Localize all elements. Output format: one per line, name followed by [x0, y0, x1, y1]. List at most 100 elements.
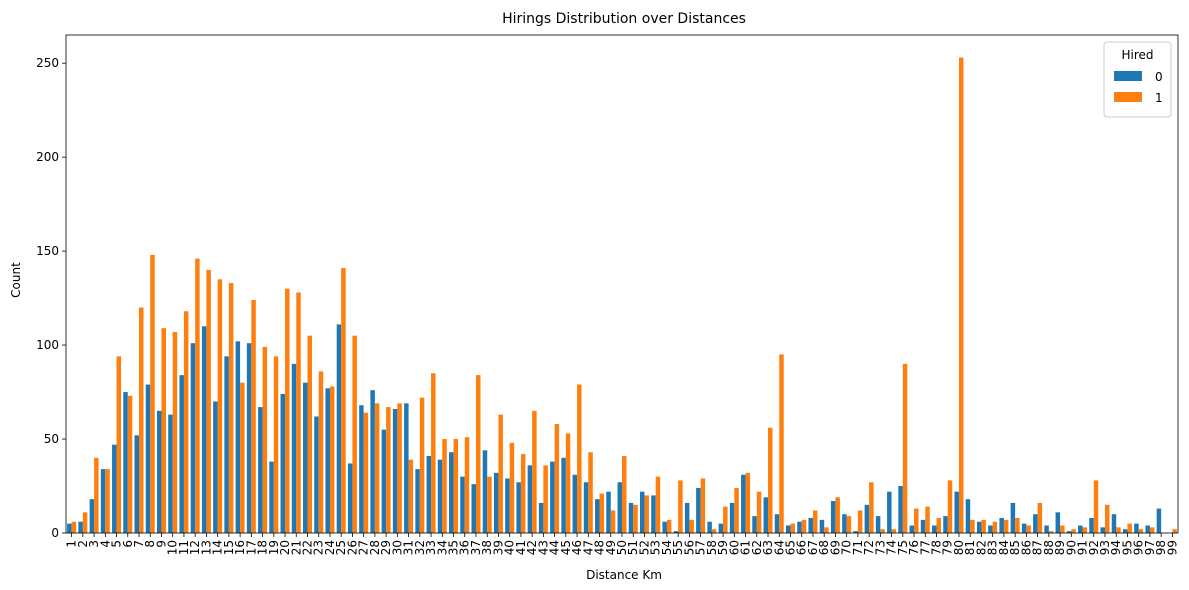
bar-0-94 [1111, 514, 1117, 533]
x-tick-label: 52 [637, 540, 651, 555]
bar-1-11 [183, 311, 189, 533]
bar-0-78 [932, 525, 937, 533]
bar-1-21 [296, 292, 301, 533]
bar-1-99 [1172, 529, 1177, 533]
bar-0-41 [516, 482, 521, 533]
bar-0-1 [67, 523, 72, 533]
bar-1-32 [419, 397, 425, 533]
bar-1-78 [936, 517, 941, 533]
x-tick-label: 25 [334, 540, 348, 555]
bar-0-22 [303, 382, 308, 533]
bar-1-38 [487, 476, 492, 533]
bar-1-84 [1003, 519, 1009, 533]
x-tick-label: 32 [413, 540, 427, 555]
x-tick-label: 20 [278, 540, 292, 555]
bar-0-66 [797, 521, 802, 533]
x-tick-label: 22 [300, 540, 314, 555]
bar-1-58 [711, 529, 717, 533]
bar-0-3 [89, 499, 95, 533]
x-tick-label: 84 [997, 540, 1011, 555]
bar-1-61 [745, 472, 751, 533]
bar-1-35 [453, 439, 459, 533]
bar-0-81 [965, 499, 971, 533]
bar-1-33 [431, 373, 436, 533]
x-tick-label: 87 [1031, 540, 1045, 555]
x-tick-label: 35 [447, 540, 461, 555]
bar-0-70 [842, 514, 847, 533]
bar-0-5 [112, 444, 117, 533]
x-tick-label: 71 [851, 540, 865, 555]
x-tick-label: 56 [682, 540, 696, 555]
bar-1-17 [251, 299, 256, 533]
y-tick-label: 0 [51, 526, 59, 540]
x-tick-label: 29 [379, 540, 393, 555]
x-tick-label: 76 [907, 540, 921, 555]
x-tick-label: 36 [458, 540, 472, 555]
bar-0-18 [258, 407, 263, 533]
bar-0-15 [224, 356, 229, 533]
x-tick-label: 89 [1053, 540, 1067, 555]
x-tick-label: 73 [873, 540, 887, 555]
axes-layer: 0501001502002501234567891011121314151617… [36, 34, 1179, 555]
bar-0-44 [550, 461, 555, 533]
bar-0-88 [1044, 525, 1049, 533]
bar-0-51 [628, 502, 634, 533]
x-tick-label: 98 [1154, 540, 1168, 555]
bar-0-62 [752, 516, 757, 533]
bar-0-31 [404, 403, 409, 533]
bar-1-95 [1127, 523, 1132, 533]
x-tick-label: 79 [941, 540, 955, 555]
x-tick-label: 16 [233, 540, 247, 555]
bar-1-94 [1116, 527, 1121, 533]
x-tick-label: 45 [559, 540, 573, 555]
bar-0-71 [853, 531, 858, 533]
x-tick-label: 92 [1087, 540, 1101, 555]
bar-0-55 [673, 531, 679, 533]
bar-1-74 [891, 529, 897, 533]
bar-0-40 [505, 478, 510, 533]
legend-swatch-1 [1114, 92, 1142, 102]
bar-0-39 [493, 472, 499, 533]
bar-1-76 [914, 508, 919, 533]
bar-1-59 [723, 506, 728, 533]
bar-0-73 [875, 516, 881, 533]
bar-1-34 [442, 439, 447, 533]
bar-1-27 [363, 412, 369, 533]
bar-1-14 [217, 279, 223, 533]
bar-0-49 [606, 491, 611, 533]
bar-0-92 [1089, 517, 1094, 533]
x-tick-label: 65 [783, 540, 797, 555]
bar-0-64 [774, 514, 780, 533]
x-tick-label: 74 [885, 540, 899, 555]
bar-1-91 [1082, 527, 1088, 533]
bar-1-88 [1048, 531, 1054, 533]
legend-label-1: 1 [1155, 91, 1163, 105]
x-tick-label: 88 [1042, 540, 1056, 555]
bar-0-53 [651, 495, 656, 533]
y-tick-label: 100 [36, 338, 59, 352]
bar-0-79 [943, 516, 948, 533]
bar-1-7 [139, 307, 144, 533]
bar-0-67 [808, 517, 813, 533]
bar-1-89 [1060, 525, 1065, 533]
bar-0-37 [471, 484, 476, 533]
bar-1-19 [273, 356, 279, 533]
bar-1-62 [756, 491, 762, 533]
x-tick-label: 2 [76, 540, 90, 548]
x-tick-label: 83 [986, 540, 1000, 555]
bar-1-83 [992, 521, 998, 533]
x-tick-label: 61 [739, 540, 753, 555]
x-axis-label: Distance Km [586, 568, 662, 582]
bar-0-33 [426, 455, 432, 533]
x-tick-label: 62 [750, 540, 764, 555]
bar-0-77 [920, 519, 926, 533]
bar-0-54 [662, 521, 667, 533]
bar-0-7 [134, 435, 140, 533]
bar-1-82 [981, 519, 986, 533]
bar-1-69 [835, 497, 840, 533]
x-tick-label: 34 [435, 540, 449, 555]
bar-1-66 [801, 519, 807, 533]
y-tick-label: 150 [36, 244, 59, 258]
x-tick-label: 81 [963, 540, 977, 555]
